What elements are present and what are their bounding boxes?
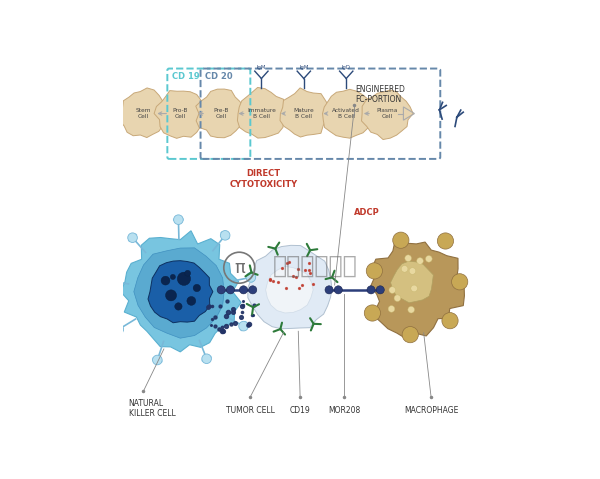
Circle shape: [376, 286, 385, 294]
Polygon shape: [121, 231, 241, 352]
Circle shape: [193, 285, 200, 292]
Polygon shape: [362, 90, 413, 139]
Circle shape: [409, 268, 416, 274]
Circle shape: [334, 286, 343, 294]
Circle shape: [393, 232, 409, 248]
Polygon shape: [391, 261, 433, 303]
Text: MOR208: MOR208: [328, 406, 361, 415]
Polygon shape: [154, 91, 206, 138]
Text: CD 20: CD 20: [205, 72, 233, 81]
Text: TUMOR CELL: TUMOR CELL: [226, 406, 275, 415]
Circle shape: [128, 233, 137, 242]
Text: π: π: [234, 259, 245, 277]
Circle shape: [114, 324, 124, 334]
Text: CD 19: CD 19: [172, 72, 200, 81]
Text: IgM: IgM: [299, 65, 308, 69]
Text: Stem
Cell: Stem Cell: [136, 108, 151, 119]
Circle shape: [401, 265, 408, 272]
Circle shape: [220, 230, 230, 240]
Circle shape: [152, 355, 162, 365]
Circle shape: [239, 286, 248, 294]
Text: Immature
B Cell: Immature B Cell: [247, 108, 276, 119]
Text: ADCP: ADCP: [353, 208, 379, 217]
Text: MACROPHAGE: MACROPHAGE: [404, 406, 458, 415]
Circle shape: [104, 276, 114, 286]
Text: Pre-B
Cell: Pre-B Cell: [213, 108, 229, 119]
Text: 香港濟民藥楪: 香港濟民藥楪: [272, 254, 357, 278]
Circle shape: [170, 274, 175, 280]
Circle shape: [389, 287, 395, 293]
Polygon shape: [148, 261, 213, 323]
Circle shape: [388, 306, 395, 312]
Text: Pro-B
Cell: Pro-B Cell: [173, 108, 188, 119]
Text: NATURAL
KILLER CELL: NATURAL KILLER CELL: [128, 399, 175, 418]
Text: Activated
B Cell: Activated B Cell: [332, 108, 360, 119]
Polygon shape: [196, 89, 244, 138]
Circle shape: [364, 305, 380, 321]
Circle shape: [187, 297, 196, 305]
Circle shape: [367, 286, 375, 294]
Text: IgD: IgD: [342, 65, 350, 69]
Circle shape: [408, 307, 415, 313]
Text: IgM: IgM: [257, 65, 266, 69]
Circle shape: [437, 233, 454, 249]
Circle shape: [416, 258, 424, 264]
Circle shape: [239, 321, 248, 331]
Circle shape: [248, 286, 257, 294]
Circle shape: [185, 270, 191, 276]
Circle shape: [325, 286, 333, 294]
Circle shape: [175, 303, 182, 310]
Text: Mature
B Cell: Mature B Cell: [293, 108, 314, 119]
Circle shape: [442, 313, 458, 329]
Polygon shape: [323, 89, 371, 138]
Polygon shape: [248, 245, 332, 329]
Circle shape: [405, 255, 412, 262]
Text: ENGINEERED
FC-PORTION: ENGINEERED FC-PORTION: [355, 85, 406, 104]
Text: DIRECT
CYTOTOXICITY: DIRECT CYTOTOXICITY: [229, 170, 298, 189]
Text: CD19: CD19: [290, 406, 310, 415]
Polygon shape: [119, 88, 167, 137]
Text: Plasma
Cell: Plasma Cell: [376, 108, 397, 119]
Circle shape: [366, 263, 382, 279]
Circle shape: [246, 273, 256, 282]
Circle shape: [226, 286, 235, 294]
Polygon shape: [266, 266, 313, 313]
Circle shape: [161, 276, 170, 285]
Circle shape: [425, 255, 432, 262]
Circle shape: [402, 327, 418, 343]
Circle shape: [166, 290, 176, 301]
Polygon shape: [280, 88, 329, 137]
Circle shape: [178, 272, 191, 285]
Polygon shape: [134, 248, 224, 338]
Circle shape: [411, 285, 418, 292]
Circle shape: [217, 286, 225, 294]
Circle shape: [394, 295, 401, 301]
Circle shape: [452, 274, 468, 290]
Circle shape: [173, 215, 183, 225]
Polygon shape: [371, 237, 464, 339]
Circle shape: [202, 354, 211, 364]
Polygon shape: [238, 88, 287, 138]
